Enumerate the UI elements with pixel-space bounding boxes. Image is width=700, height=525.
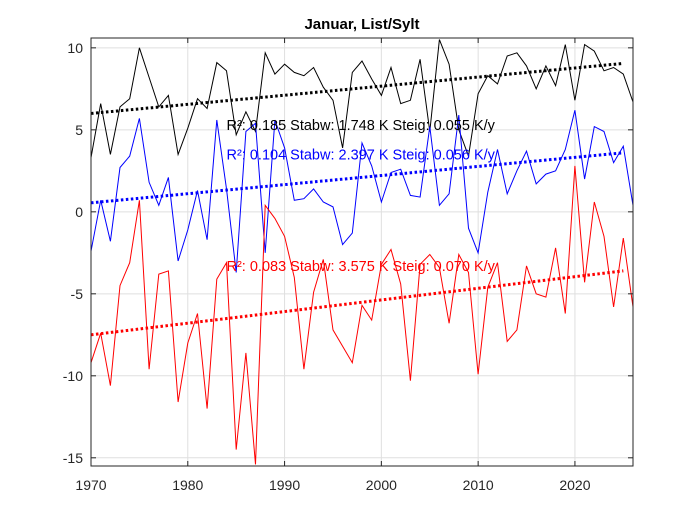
annotation-label: R²: 0.083 Stabw: 3.575 K Steig: 0.070 K/… (227, 259, 496, 275)
trendline-mean (90, 151, 624, 205)
y-tick-label: -5 (71, 286, 84, 302)
y-tick-label: 0 (75, 204, 83, 220)
grid (90, 38, 633, 466)
chart-title: Januar, List/Sylt (304, 16, 419, 33)
series-line-mean (90, 110, 634, 273)
annotation-label: R²: 0.104 Stabw: 2.397 K Steig: 0.056 K/… (227, 147, 496, 163)
y-tick-label: 5 (75, 122, 83, 138)
plot-frame (90, 37, 634, 467)
annotation-label: R²: 0.185 Stabw: 1.748 K Steig: 0.055 K/… (227, 118, 496, 134)
y-tick-label: 10 (67, 40, 83, 56)
y-tick-label: -15 (63, 450, 83, 466)
y-tick-label: -10 (63, 368, 83, 384)
series-layer (90, 39, 634, 465)
annotation-layer: R²: 0.185 Stabw: 1.748 K Steig: 0.055 K/… (227, 118, 496, 275)
series-line-max (90, 39, 634, 159)
trendline-layer (90, 61, 624, 337)
x-tick-label: 1980 (172, 477, 203, 493)
x-tick-label: 2000 (366, 477, 397, 493)
trendline-max (90, 61, 624, 115)
trendline-min (90, 269, 624, 337)
series-line-min (90, 165, 634, 465)
x-tick-label: 1970 (75, 477, 106, 493)
tick-layer: 1970 1980 1990 2000 2010 2020 10 5 0 -5 -10 -15 (63, 38, 633, 493)
x-tick-label: 1990 (269, 477, 300, 493)
x-tick-label: 2010 (463, 477, 494, 493)
x-tick-label: 2020 (559, 477, 590, 493)
